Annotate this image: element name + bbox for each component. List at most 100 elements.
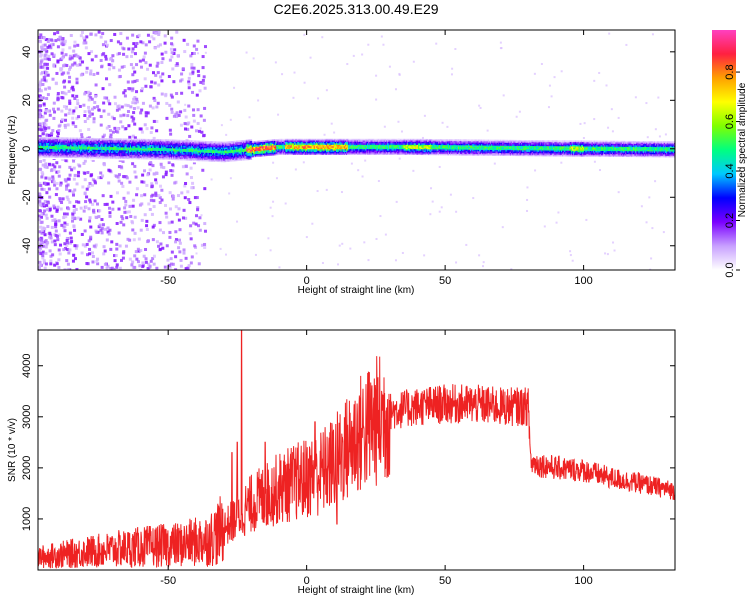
spectrogram-band-cell <box>112 152 114 155</box>
spectrogram-band-cell <box>259 153 261 156</box>
spectrogram-band-cell <box>66 141 69 144</box>
spectrogram-band-cell <box>38 151 40 154</box>
spectrogram-noise-cell <box>140 108 144 112</box>
spectrogram-band-cell <box>77 155 80 157</box>
spectrogram-band-cell <box>81 139 83 141</box>
spectrogram-band-cell <box>183 147 185 149</box>
spectrogram-band-cell <box>147 138 150 141</box>
spectrogram-band-cell <box>259 144 261 147</box>
spectrogram-noise-cell <box>173 181 177 185</box>
spectrogram-band-cell <box>71 154 73 157</box>
spectrogram-noise-cell <box>164 211 168 215</box>
spectrogram-noise-cell <box>59 38 63 42</box>
spectrogram-band-cell <box>162 150 164 153</box>
spectrogram-band-cell <box>242 147 245 149</box>
spectrogram-band-cell <box>138 140 141 142</box>
spectrogram-band-cell <box>43 141 45 143</box>
spectrogram-band-cell <box>72 153 74 156</box>
spectrogram-band-cell <box>165 156 167 159</box>
spectrogram-band-cell <box>295 141 297 144</box>
spectrogram-band-cell <box>229 149 232 152</box>
spectrogram-band-cell <box>108 141 111 143</box>
spectrogram-band-cell <box>220 141 223 144</box>
spectrogram-band-cell <box>226 154 228 157</box>
spectrogram-band-cell <box>286 141 288 144</box>
spectrogram-noise-cell <box>388 65 391 68</box>
spectrogram-band-cell <box>201 153 204 156</box>
spectrogram-band-cell <box>148 138 151 141</box>
spectrogram-band-cell <box>135 143 137 145</box>
spectrogram-band-cell <box>292 140 295 142</box>
spectrogram-band-cell <box>54 137 57 139</box>
spectrogram-noise-cell <box>190 186 194 190</box>
spectrogram-band-cell <box>150 140 153 143</box>
spectrogram-noise-cell <box>118 244 122 248</box>
spectrogram-band-cell <box>83 152 85 154</box>
spectrogram-noise-cell <box>50 131 54 135</box>
spectrogram-noise-cell <box>50 214 54 218</box>
spectrogram-noise-cell <box>303 81 306 84</box>
spectrogram-band-cell <box>271 152 274 155</box>
spectrogram-band-cell <box>69 149 71 151</box>
spectrogram-band-cell <box>57 151 60 154</box>
spectrogram-band-cell <box>105 138 107 140</box>
spectrogram-marks <box>38 30 675 270</box>
spectrogram-band-cell <box>43 157 45 159</box>
spectrogram-band-cell <box>127 144 130 146</box>
spectrogram-band-cell <box>106 154 109 156</box>
spectrogram-band-cell <box>138 153 141 155</box>
spectrogram-band-cell <box>251 144 254 146</box>
spectrogram-band-cell <box>279 147 281 150</box>
spectrogram-band-cell <box>93 143 95 146</box>
spectrogram-band-cell <box>276 153 278 156</box>
spectrogram-band-cell <box>269 142 271 145</box>
spectrogram-band-cell <box>278 147 280 150</box>
spectrogram-band-cell <box>162 159 164 162</box>
spectrogram-band-cell <box>193 152 195 154</box>
spectrogram-noise-cell <box>92 106 96 110</box>
spectrogram-band-cell <box>273 152 276 154</box>
spectrogram-band-cell <box>115 155 117 158</box>
spectrogram-band-cell <box>41 145 43 148</box>
spectrogram-band-cell <box>157 143 160 146</box>
spectrogram-noise-cell <box>174 255 178 259</box>
spectrogram-band-cell <box>139 151 142 154</box>
spectrogram-band-cell <box>227 158 229 161</box>
spectrogram-band-cell <box>67 146 70 148</box>
spectrogram-band-cell <box>178 152 181 155</box>
spectrogram-noise-cell <box>449 193 452 196</box>
spectrogram-band-cell <box>187 153 189 155</box>
spectrogram-noise-cell <box>152 262 156 266</box>
spectrogram-band-cell <box>228 145 230 148</box>
spectrogram-band-cell <box>167 148 170 150</box>
spectrogram-noise-cell <box>146 173 150 177</box>
spectrogram-band-cell <box>67 141 70 144</box>
spectrogram-band-cell <box>255 154 257 156</box>
spectrogram-noise-cell <box>148 168 152 172</box>
spectrogram-band-cell <box>98 138 101 140</box>
spectrogram-band-cell <box>110 157 112 159</box>
spectrogram-noise-cell <box>65 259 69 263</box>
spectrogram-band-cell <box>102 158 104 161</box>
spectrogram-band-cell <box>64 144 66 147</box>
spectrogram-noise-cell <box>398 72 401 75</box>
spectrogram-band-cell <box>121 148 123 151</box>
spectrogram-band-cell <box>93 139 95 141</box>
spectrogram-band-cell <box>74 150 76 153</box>
spectrogram-band-cell <box>195 150 197 153</box>
spectrogram-band-cell <box>141 150 143 153</box>
spectrogram-band-cell <box>239 159 242 161</box>
spectrogram-noise-cell <box>42 36 46 40</box>
spectrogram-band-cell <box>190 154 193 157</box>
spectrogram-noise-cell <box>311 222 314 225</box>
spectrogram-band-cell <box>57 141 60 144</box>
spectrogram-band-cell <box>40 147 42 149</box>
spectrogram-band-cell <box>125 144 127 146</box>
spectrogram-band-cell <box>60 147 62 150</box>
spectrogram-band-cell <box>101 140 103 143</box>
spectrogram-noise-cell <box>81 60 85 64</box>
spectrogram-noise-cell <box>43 111 47 115</box>
spectrogram-noise-cell <box>526 186 529 189</box>
spectrogram-noise-cell <box>144 43 148 47</box>
spectrogram-band-cell <box>88 153 91 156</box>
